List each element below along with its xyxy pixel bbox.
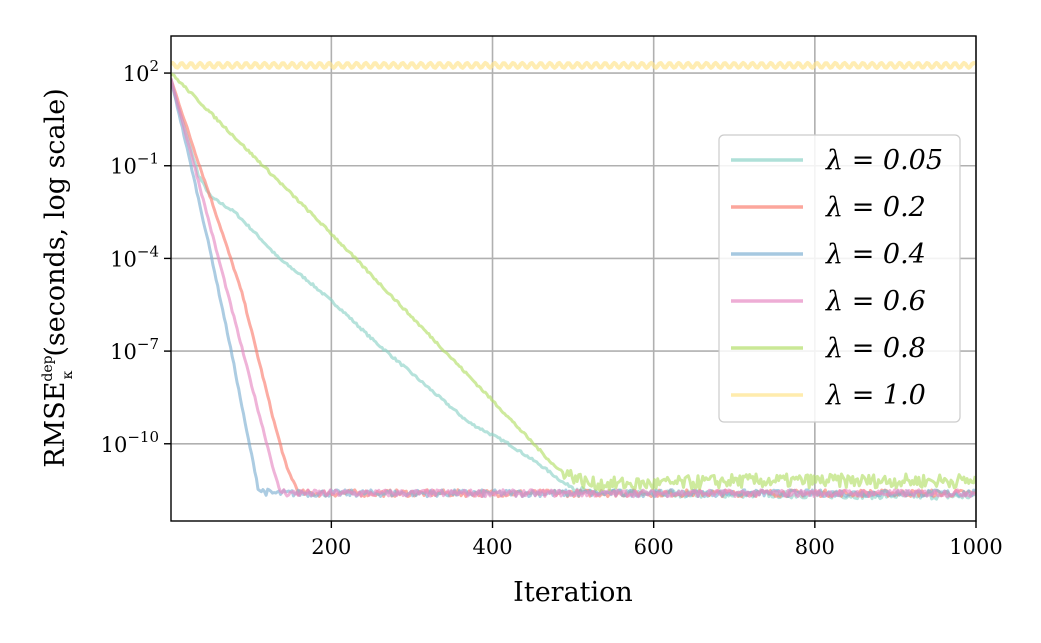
y-tick-label: 10−4: [110, 242, 159, 271]
y-axis-label-suffix: (seconds, log scale): [40, 88, 71, 356]
y-tick-label: 10−7: [110, 335, 159, 364]
x-tick-label: 600: [634, 535, 674, 559]
legend-label: λ = 0.6: [825, 286, 926, 317]
y-axis-label: RMSEdep κ (seconds, log scale): [40, 88, 76, 468]
series-line: [171, 72, 976, 493]
legend-box: [718, 134, 961, 423]
legend-label: λ = 0.4: [825, 239, 926, 270]
x-tick-label: 1000: [949, 535, 1002, 559]
x-tick-label: 200: [311, 535, 351, 559]
legend-label: λ = 0.05: [825, 145, 943, 176]
y-axis-label-sup: dep: [40, 355, 56, 381]
y-tick-label: 10−10: [101, 428, 159, 457]
series-line: [171, 60, 976, 70]
x-axis: 200 400 600 800 1000: [311, 521, 1003, 559]
plot-frame: [170, 35, 977, 522]
legend-label: λ = 0.8: [825, 333, 926, 364]
series-line: [171, 77, 976, 499]
legend-label: λ = 0.2: [825, 192, 926, 223]
y-tick-label: 10−1: [110, 150, 159, 179]
legend-label: λ = 1.0: [825, 380, 926, 411]
y-axis-label-main: RMSE: [40, 382, 71, 468]
legend: λ = 0.05 λ = 0.2 λ = 0.4 λ = 0.6 λ = 0.8 λ = …: [718, 134, 961, 423]
plot-area: [171, 60, 976, 501]
y-tick-label: 102: [123, 57, 159, 86]
x-tick-label: 800: [795, 535, 835, 559]
y-axis: 102 10−1 10−4 10−7 10−10: [101, 57, 171, 457]
x-tick-label: 400: [472, 535, 512, 559]
series-layer: [171, 60, 976, 501]
y-axis-label-sub: κ: [60, 370, 76, 379]
x-axis-label: Iteration: [513, 577, 633, 608]
